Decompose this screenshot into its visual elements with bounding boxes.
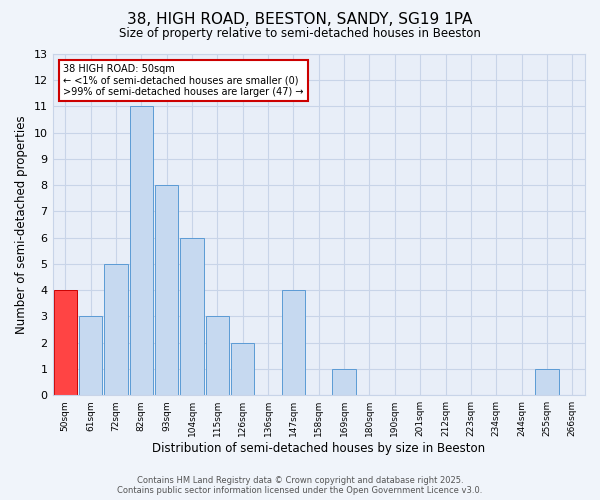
Bar <box>206 316 229 395</box>
X-axis label: Distribution of semi-detached houses by size in Beeston: Distribution of semi-detached houses by … <box>152 442 485 455</box>
Bar <box>535 369 559 395</box>
Bar <box>181 238 203 395</box>
Bar <box>130 106 153 395</box>
Text: 38, HIGH ROAD, BEESTON, SANDY, SG19 1PA: 38, HIGH ROAD, BEESTON, SANDY, SG19 1PA <box>127 12 473 28</box>
Bar <box>332 369 356 395</box>
Text: Size of property relative to semi-detached houses in Beeston: Size of property relative to semi-detach… <box>119 28 481 40</box>
Bar <box>53 290 77 395</box>
Bar <box>282 290 305 395</box>
Text: 38 HIGH ROAD: 50sqm
← <1% of semi-detached houses are smaller (0)
>99% of semi-d: 38 HIGH ROAD: 50sqm ← <1% of semi-detach… <box>63 64 304 98</box>
Y-axis label: Number of semi-detached properties: Number of semi-detached properties <box>15 116 28 334</box>
Bar <box>155 185 178 395</box>
Bar <box>231 342 254 395</box>
Text: Contains HM Land Registry data © Crown copyright and database right 2025.
Contai: Contains HM Land Registry data © Crown c… <box>118 476 482 495</box>
Bar <box>79 316 102 395</box>
Bar <box>104 264 128 395</box>
